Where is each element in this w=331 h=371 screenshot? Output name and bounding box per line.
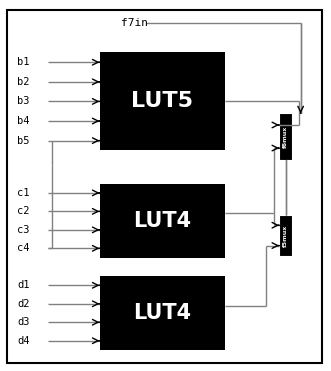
Text: d3: d3 bbox=[17, 317, 30, 327]
Text: LUT4: LUT4 bbox=[133, 303, 191, 323]
Text: c3: c3 bbox=[17, 225, 30, 235]
Text: f7in: f7in bbox=[121, 18, 148, 28]
Bar bbox=[100, 184, 225, 257]
Text: c1: c1 bbox=[17, 188, 30, 198]
Text: d4: d4 bbox=[17, 336, 30, 346]
Text: b5: b5 bbox=[17, 135, 30, 145]
Text: c2: c2 bbox=[17, 206, 30, 216]
Text: LUT5: LUT5 bbox=[131, 91, 193, 111]
Bar bbox=[279, 114, 292, 160]
Text: f5mux: f5mux bbox=[283, 224, 288, 246]
Bar bbox=[100, 52, 225, 150]
Text: b4: b4 bbox=[17, 116, 30, 126]
Text: d2: d2 bbox=[17, 299, 30, 309]
Text: b2: b2 bbox=[17, 77, 30, 87]
Bar bbox=[279, 215, 292, 256]
Text: f6mux: f6mux bbox=[283, 125, 288, 148]
Bar bbox=[100, 276, 225, 350]
Text: LUT4: LUT4 bbox=[133, 211, 191, 231]
Text: b1: b1 bbox=[17, 57, 30, 67]
Text: c4: c4 bbox=[17, 243, 30, 253]
Text: d1: d1 bbox=[17, 280, 30, 290]
Text: b3: b3 bbox=[17, 96, 30, 106]
